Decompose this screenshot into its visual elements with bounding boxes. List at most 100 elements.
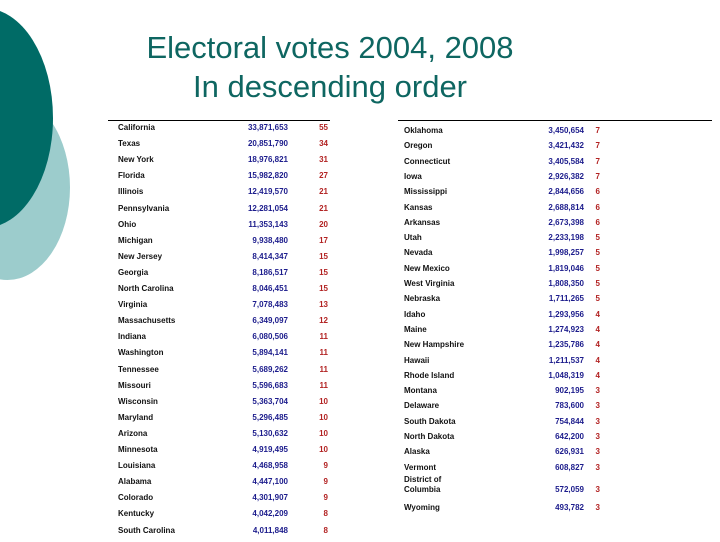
electoral-votes-value: 15 [319,284,328,293]
state-name: North Carolina [118,284,174,293]
population-value: 3,405,584 [548,156,584,166]
table-row: Virginia 7,078,483 13 [118,300,338,316]
population-value: 4,301,907 [252,493,288,503]
electoral-votes-value: 7 [595,141,600,151]
state-name: Idaho [404,309,426,319]
state-name: District of Columbia [404,474,442,494]
state-name: New York [118,155,154,165]
table-row: Texas 20,851,790 34 [118,139,338,155]
state-name: Minnesota [118,445,158,454]
table-row: Wisconsin 5,363,704 10 [118,397,338,413]
table-row: Missouri 5,596,683 11 [118,381,338,397]
state-name: Colorado [118,493,154,503]
state-name: New Jersey [118,251,163,261]
table-left-top-rule [108,120,330,121]
electoral-votes-value: 8 [323,509,328,519]
state-name: Montana [404,386,437,396]
table-row: New York 18,976,821 31 [118,155,338,171]
electoral-votes-value: 7 [595,171,600,181]
state-name: Oregon [404,141,433,151]
state-name: Nevada [404,248,433,258]
table-row: Kansas 2,688,814 6 [404,203,624,219]
population-value: 626,931 [555,447,584,457]
electoral-votes-value: 3 [595,401,600,411]
population-value: 33,871,653 [247,123,288,132]
table-row: Alabama 4,447,100 9 [118,477,338,493]
state-name: Connecticut [404,156,451,166]
electoral-votes-value: 17 [319,235,328,245]
population-value: 493,782 [555,503,584,513]
electoral-votes-value: 15 [319,267,328,277]
table-row: Idaho 1,293,956 4 [404,310,624,326]
population-value: 1,808,350 [548,279,584,288]
table-row: Colorado 4,301,907 9 [118,493,338,509]
electoral-votes-value: 20 [319,219,328,229]
electoral-votes-value: 4 [595,370,600,380]
electoral-votes-value: 4 [595,324,600,334]
population-value: 1,048,319 [548,370,584,380]
population-value: 4,919,495 [252,445,288,454]
state-name: Alabama [118,477,152,487]
electoral-votes-value: 6 [595,217,600,227]
population-value: 2,673,398 [548,217,584,227]
state-name: South Dakota [404,416,456,426]
electoral-votes-value: 5 [595,294,600,304]
electoral-votes-value: 10 [319,396,328,406]
population-value: 783,600 [555,401,584,411]
state-name: Alaska [404,447,430,457]
state-name: Maine [404,324,427,334]
electoral-votes-value: 3 [595,386,600,396]
state-name: Delaware [404,401,440,411]
electoral-votes-value: 6 [595,202,600,212]
population-value: 5,296,485 [252,412,288,422]
state-name: Kentucky [118,509,155,519]
population-value: 5,363,704 [252,396,288,406]
table-row: West Virginia 1,808,350 5 [404,279,624,295]
table-row: Wyoming 493,782 3 [404,503,624,519]
electoral-votes-value: 3 [595,484,600,494]
population-value: 5,689,262 [252,364,288,374]
population-value: 1,274,923 [548,324,584,334]
population-value: 8,186,517 [252,267,288,277]
population-value: 642,200 [555,432,584,441]
population-value: 2,688,814 [548,202,584,212]
population-value: 1,711,265 [548,294,584,304]
electoral-votes-value: 3 [595,416,600,426]
electoral-votes-value: 27 [319,171,328,181]
state-name: Pennsylvania [118,203,170,213]
state-name: Mississippi [404,187,448,197]
population-value: 15,982,820 [247,171,288,181]
population-value: 11,353,143 [248,219,288,229]
state-name: Ohio [118,219,137,229]
population-value: 7,078,483 [252,300,288,310]
state-name: Arkansas [404,217,441,227]
table-row: South Carolina 4,011,848 8 [118,526,338,542]
table-row: Kentucky 4,042,209 8 [118,509,338,525]
electoral-votes-value: 3 [595,462,600,472]
electoral-votes-value: 6 [595,187,600,197]
table-row: Connecticut 3,405,584 7 [404,157,624,173]
electoral-votes-value: 4 [595,309,600,319]
state-name: Illinois [118,187,144,197]
state-name: New Hampshire [404,340,465,350]
population-value: 5,130,632 [252,428,288,438]
electoral-votes-value: 31 [319,155,328,165]
population-value: 9,938,480 [252,235,288,245]
table-row: Massachusetts 6,349,097 12 [118,316,338,332]
state-name: California [118,123,155,132]
state-name: West Virginia [404,279,455,288]
population-value: 1,211,537 [548,355,584,365]
population-value: 2,926,382 [548,171,584,181]
table-row: Nebraska 1,711,265 5 [404,294,624,310]
population-value: 4,011,848 [252,525,288,535]
state-name: Maryland [118,412,154,422]
table-row: Iowa 2,926,382 7 [404,172,624,188]
table-row: Rhode Island 1,048,319 4 [404,371,624,387]
electoral-votes-value: 9 [323,477,328,487]
electoral-votes-value: 4 [595,340,600,350]
state-name: Indiana [118,332,147,342]
electoral-votes-value: 9 [323,493,328,503]
table-row: Vermont 608,827 3 [404,463,624,479]
table-row: Tennessee 5,689,262 11 [118,365,338,381]
electoral-votes-value: 9 [323,461,328,471]
